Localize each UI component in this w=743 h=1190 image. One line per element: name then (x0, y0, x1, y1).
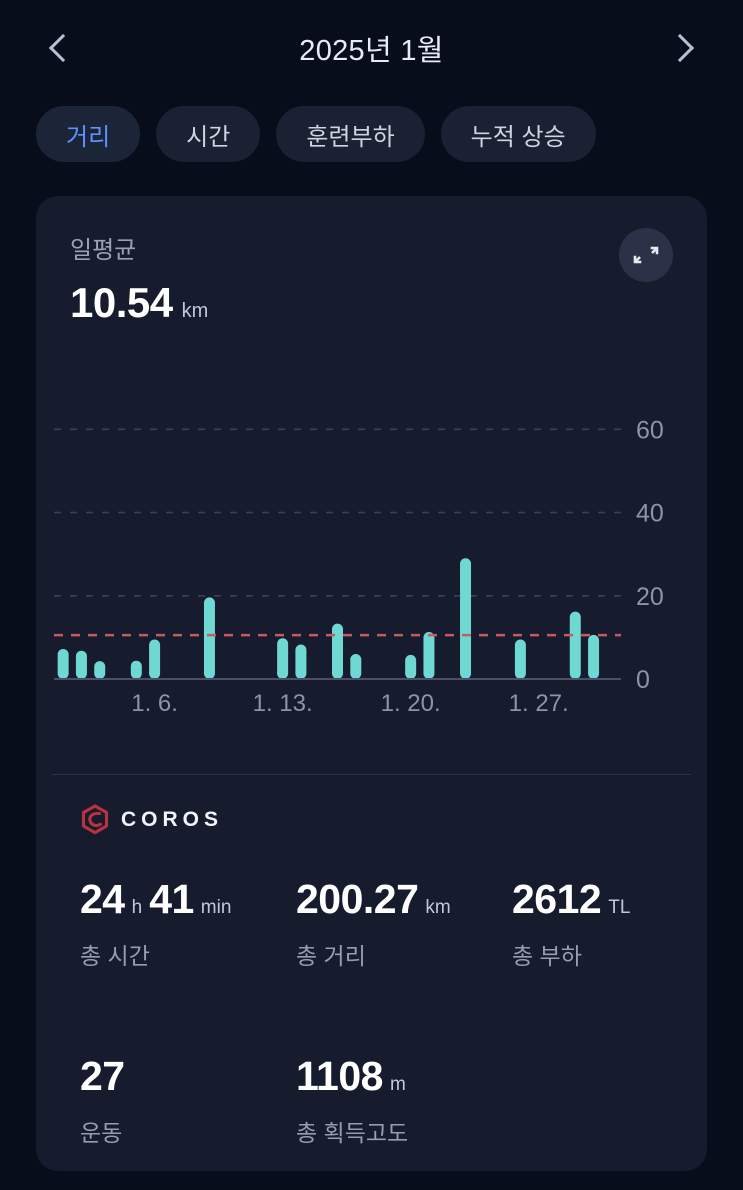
chart-bar[interactable] (57, 649, 69, 679)
daily-average-value: 10.54 (70, 279, 173, 326)
stat-value-workouts: 27 (80, 1053, 125, 1099)
card-divider (52, 774, 691, 775)
daily-average-value-row: 10.54 km (70, 279, 673, 327)
tab-distance[interactable]: 거리 (36, 106, 141, 162)
stat-value-minutes: 41 (149, 876, 194, 922)
expand-chart-button[interactable] (619, 228, 673, 282)
tab-training-load[interactable]: 훈련부하 (276, 106, 425, 162)
chart-bar[interactable] (277, 638, 289, 679)
distance-summary-card: 일평균 10.54 km 0 20 40 60 1. 6. 1. 13. 1. 20. 1.… (36, 196, 707, 1171)
x-axis-tick-label: 1. 6. (131, 690, 178, 717)
x-axis-tick-label: 1. 27. (509, 690, 569, 717)
stat-value-row: 27 (80, 1053, 252, 1100)
chart-bar[interactable] (588, 634, 600, 679)
chart-bar[interactable] (350, 654, 362, 679)
stat-label-total-load: 총 부하 (512, 943, 582, 969)
stat-value-ascent: 1108 (296, 1053, 383, 1099)
expand-icon (633, 246, 659, 264)
x-axis-tick-label: 1. 13. (253, 690, 313, 717)
chart-bar[interactable] (149, 639, 161, 679)
coros-hexagon-logo-icon (81, 804, 109, 835)
chart-bar[interactable] (460, 558, 472, 679)
stat-value-row: 24 h 41 min (80, 876, 252, 923)
tab-time[interactable]: 시간 (156, 106, 261, 162)
card-header: 일평균 10.54 km (36, 196, 707, 327)
daily-average-unit: km (181, 300, 209, 322)
chart-bar[interactable] (295, 644, 307, 679)
stat-total-distance: 200.27 km 총 거리 (252, 876, 468, 971)
chart-bars (57, 558, 600, 679)
stat-unit-ascent: m (389, 1074, 406, 1095)
next-month-button[interactable] (665, 31, 699, 65)
stat-total-ascent: 1108 m 총 획득고도 (252, 1053, 468, 1148)
stat-unit-minutes: min (200, 897, 232, 918)
stat-value-row: 1108 m (296, 1053, 468, 1100)
daily-average-label: 일평균 (70, 237, 137, 264)
x-axis-tick-label: 1. 20. (381, 690, 441, 717)
chart-bar[interactable] (569, 611, 581, 679)
tab-cumulative-ascent[interactable]: 누적 상승 (440, 106, 596, 162)
y-axis-tick-label: 0 (636, 666, 650, 694)
metric-tabs: 거리 시간 훈련부하 누적 상승 (0, 106, 743, 162)
stat-label-workouts: 운동 (80, 1120, 123, 1146)
brand-name: COROS (121, 807, 224, 831)
stat-label-total-time: 총 시간 (80, 943, 150, 969)
stats-row-2: 27 운동 1108 m 총 획득고도 (36, 1053, 707, 1148)
stat-value-load: 2612 (512, 876, 602, 922)
stat-value-hours: 24 (80, 876, 125, 922)
chart-bar[interactable] (514, 639, 526, 679)
page-title: 2025년 1월 (299, 35, 444, 67)
chart-svg: 0 20 40 60 1. 6. 1. 13. 1. 20. 1. 27. (54, 416, 664, 717)
stat-value-row: 200.27 km (296, 876, 468, 923)
distance-bar-chart: 0 20 40 60 1. 6. 1. 13. 1. 20. 1. 27. (36, 392, 707, 762)
chart-bar[interactable] (130, 660, 142, 679)
monthly-stats: 24 h 41 min 총 시간 200.27 km 총 거리 2612 TL (36, 876, 707, 1148)
chart-x-axis-labels: 1. 6. 1. 13. 1. 20. 1. 27. (131, 690, 568, 717)
chart-y-axis-labels: 0 20 40 60 (636, 416, 664, 694)
stat-value-row: 2612 TL (512, 876, 684, 923)
brand-logo: COROS (80, 804, 223, 835)
stat-workout-count: 27 운동 (36, 1053, 252, 1148)
y-axis-tick-label: 60 (636, 416, 664, 444)
chart-bar[interactable] (75, 650, 87, 679)
stat-unit-load: TL (608, 897, 631, 918)
stat-total-load: 2612 TL 총 부하 (468, 876, 684, 971)
y-axis-tick-label: 20 (636, 583, 664, 611)
stat-total-time: 24 h 41 min 총 시간 (36, 876, 252, 971)
previous-month-button[interactable] (44, 31, 78, 65)
chart-bar[interactable] (405, 654, 417, 679)
stat-value-distance: 200.27 (296, 876, 419, 922)
stat-label-total-ascent: 총 획득고도 (296, 1120, 409, 1146)
chart-bar[interactable] (423, 631, 435, 679)
chart-bar[interactable] (203, 597, 215, 679)
stat-label-total-distance: 총 거리 (296, 943, 366, 969)
y-axis-tick-label: 40 (636, 500, 664, 528)
chart-gridlines (54, 428, 621, 597)
stats-row-1: 24 h 41 min 총 시간 200.27 km 총 거리 2612 TL (36, 876, 707, 971)
stat-unit-hours: h (131, 897, 143, 918)
stat-unit-distance: km (425, 897, 451, 918)
chart-bar[interactable] (332, 623, 343, 679)
chart-bar[interactable] (94, 661, 106, 679)
month-navigation-header: 2025년 1월 (0, 0, 743, 96)
